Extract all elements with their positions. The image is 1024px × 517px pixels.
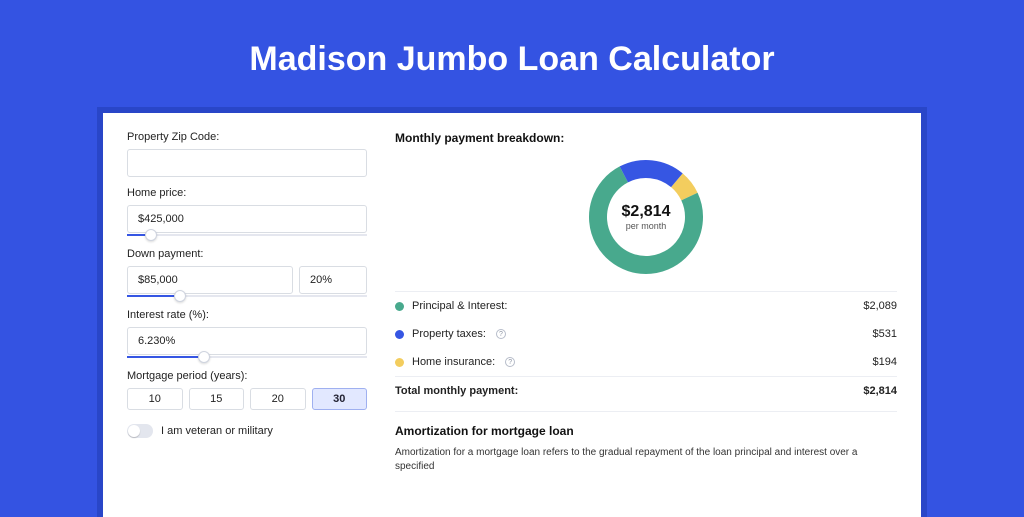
breakdown-label: Property taxes: (412, 328, 486, 340)
home-price-group: Home price: (127, 187, 367, 236)
period-label: Mortgage period (years): (127, 370, 367, 382)
interest-slider[interactable] (127, 356, 367, 358)
breakdown-label: Principal & Interest: (412, 300, 507, 312)
legend-dot (395, 358, 404, 367)
down-payment-pct-input[interactable] (299, 266, 367, 294)
period-option-20[interactable]: 20 (250, 388, 306, 410)
breakdown-value: $194 (873, 356, 897, 368)
breakdown-row: Property taxes:? $531 (395, 320, 897, 348)
down-payment-input[interactable] (127, 266, 293, 294)
period-options: 10 1520 30 (127, 388, 367, 410)
interest-label: Interest rate (%): (127, 309, 367, 321)
form-column: Property Zip Code: Home price: Down paym… (127, 131, 367, 517)
total-value: $2,814 (863, 385, 897, 397)
slider-thumb[interactable] (145, 229, 157, 241)
home-price-label: Home price: (127, 187, 367, 199)
home-price-input[interactable] (127, 205, 367, 233)
home-price-slider[interactable] (127, 234, 367, 236)
donut-chart: $2,814 per month (586, 157, 706, 277)
interest-group: Interest rate (%): (127, 309, 367, 358)
amortization-title: Amortization for mortgage loan (395, 424, 897, 438)
veteran-row: I am veteran or military (127, 424, 367, 438)
breakdown-row: Home insurance:? $194 (395, 348, 897, 376)
zip-input[interactable] (127, 149, 367, 177)
period-group: Mortgage period (years): 10 1520 30 (127, 370, 367, 410)
period-option-30[interactable]: 30 (312, 388, 368, 410)
breakdown-value: $2,089 (863, 300, 897, 312)
calculator-panel: Property Zip Code: Home price: Down paym… (103, 113, 921, 517)
donut-center: $2,814 per month (586, 157, 706, 277)
down-payment-label: Down payment: (127, 248, 367, 260)
amortization-text: Amortization for a mortgage loan refers … (395, 446, 897, 474)
breakdown-title: Monthly payment breakdown: (395, 131, 897, 145)
calculator-frame: Property Zip Code: Home price: Down paym… (97, 107, 927, 517)
amortization-section: Amortization for mortgage loan Amortizat… (395, 411, 897, 474)
legend-dot (395, 302, 404, 311)
slider-thumb[interactable] (174, 290, 186, 302)
down-payment-group: Down payment: (127, 248, 367, 297)
total-label: Total monthly payment: (395, 385, 518, 397)
slider-thumb[interactable] (198, 351, 210, 363)
breakdown-label: Home insurance: (412, 356, 495, 368)
breakdown-value: $531 (873, 328, 897, 340)
info-icon[interactable]: ? (496, 329, 506, 339)
veteran-label: I am veteran or military (161, 425, 273, 437)
down-payment-slider[interactable] (127, 295, 367, 297)
legend-dot (395, 330, 404, 339)
breakdown-column: Monthly payment breakdown: $2,814 per mo… (395, 131, 897, 517)
page: Madison Jumbo Loan Calculator Property Z… (0, 0, 1024, 512)
info-icon[interactable]: ? (505, 357, 515, 367)
breakdown-list: Principal & Interest: $2,089 Property taxe… (395, 291, 897, 405)
breakdown-row: Principal & Interest: $2,089 (395, 292, 897, 320)
interest-input[interactable] (127, 327, 367, 355)
zip-group: Property Zip Code: (127, 131, 367, 177)
donut-chart-wrap: $2,814 per month (395, 153, 897, 291)
donut-sub: per month (626, 221, 667, 231)
breakdown-total-row: Total monthly payment: $2,814 (395, 376, 897, 405)
zip-label: Property Zip Code: (127, 131, 367, 143)
toggle-knob (128, 425, 140, 437)
period-option-15[interactable]: 15 (189, 388, 245, 410)
donut-amount: $2,814 (622, 203, 671, 221)
page-title: Madison Jumbo Loan Calculator (0, 0, 1024, 107)
veteran-toggle[interactable] (127, 424, 153, 438)
period-option-10[interactable]: 10 (127, 388, 183, 410)
